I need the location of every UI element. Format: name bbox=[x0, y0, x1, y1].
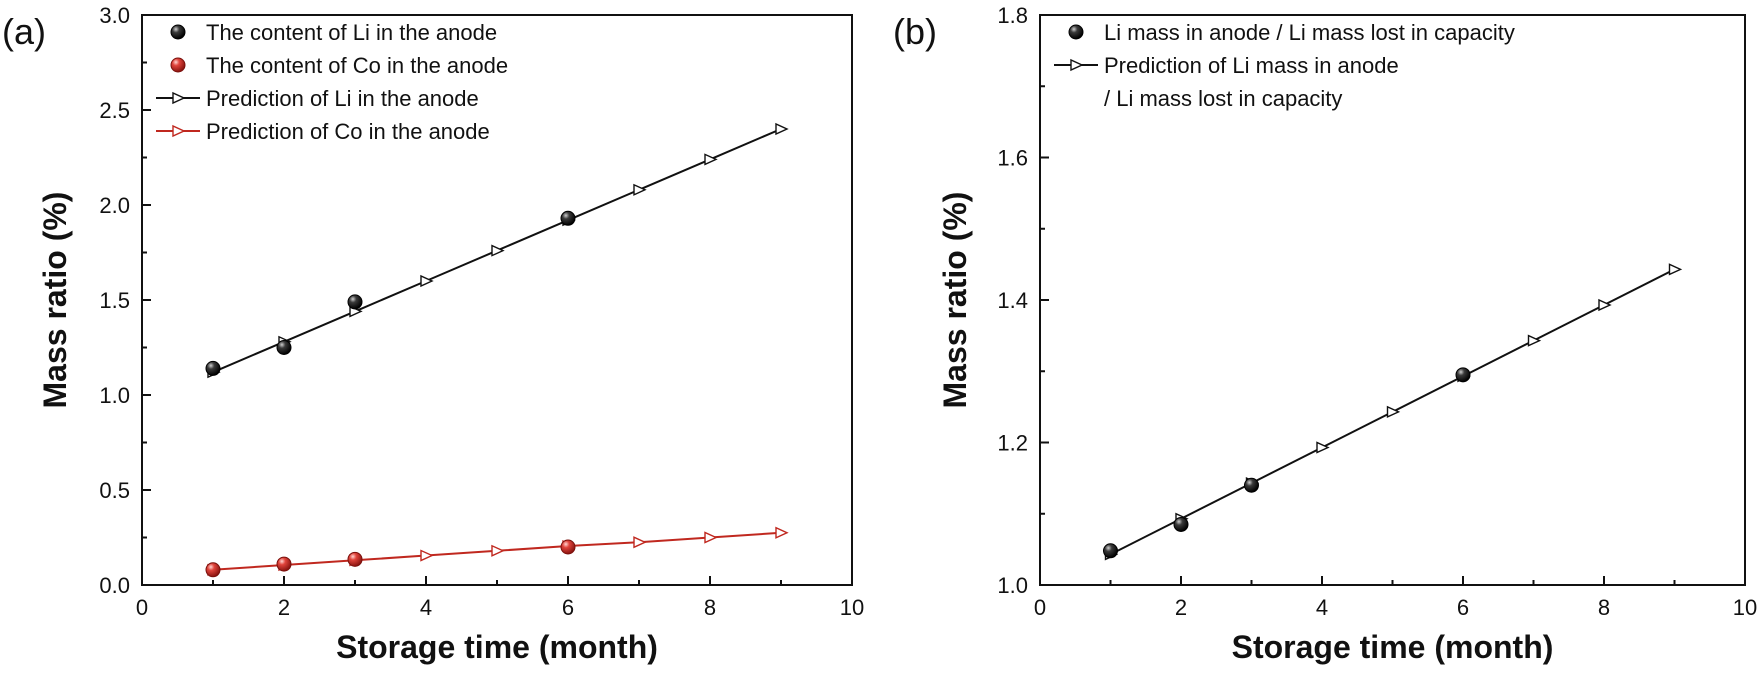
series-line-2 bbox=[207, 122, 789, 379]
line-marker bbox=[775, 526, 789, 539]
y-axis-label: Mass ratio (%) bbox=[37, 192, 73, 409]
data-point bbox=[205, 562, 221, 578]
line-marker bbox=[1316, 441, 1330, 454]
x-tick-label: 6 bbox=[1457, 595, 1469, 620]
legend-marker bbox=[1068, 24, 1084, 40]
data-point bbox=[1173, 516, 1189, 532]
data-point bbox=[1244, 477, 1259, 493]
data-point bbox=[1103, 543, 1118, 559]
line-marker bbox=[420, 274, 434, 288]
y-tick-label: 1.2 bbox=[997, 431, 1028, 456]
y-tick-label: 1.4 bbox=[997, 288, 1028, 313]
x-tick-label: 8 bbox=[704, 595, 716, 620]
legend-marker bbox=[1070, 58, 1084, 72]
series-points-0 bbox=[205, 210, 576, 376]
series-points-1 bbox=[205, 539, 576, 578]
legend: Li mass in anode / Li mass lost in capac… bbox=[1054, 20, 1515, 111]
line-marker bbox=[704, 531, 718, 544]
data-point bbox=[560, 210, 576, 226]
chart-panel-a: 0 2 4 6 8 10 0.0 0.5 1.0 1.5 2.0 2.5 3.0 Storage time… bbox=[2, 3, 864, 665]
y-tick-label: 0.5 bbox=[99, 478, 130, 503]
x-tick-label: 4 bbox=[1316, 595, 1328, 620]
series-points-0 bbox=[1103, 367, 1471, 559]
x-tick-label: 2 bbox=[1175, 595, 1187, 620]
data-point bbox=[347, 294, 363, 310]
x-tick-label: 8 bbox=[1598, 595, 1610, 620]
line-marker bbox=[491, 544, 505, 557]
series-line-1 bbox=[1104, 263, 1683, 561]
legend-entry-label: Prediction of Li in the anode bbox=[206, 86, 479, 111]
x-tick-label: 4 bbox=[420, 595, 432, 620]
y-tick-label: 1.0 bbox=[997, 573, 1028, 598]
panel-label: (a) bbox=[2, 11, 46, 52]
line-marker bbox=[633, 183, 647, 196]
x-tick-label: 10 bbox=[840, 595, 864, 620]
legend: The content of Li in the anode The conten… bbox=[156, 20, 508, 144]
data-point bbox=[276, 556, 292, 572]
x-axis-label: Storage time (month) bbox=[336, 629, 658, 665]
x-axis-label: Storage time (month) bbox=[1232, 629, 1554, 665]
y-tick-label: 1.8 bbox=[997, 3, 1028, 28]
y-tick-label: 2.5 bbox=[99, 98, 130, 123]
x-tick-label: 0 bbox=[1034, 595, 1046, 620]
line-marker bbox=[1668, 263, 1683, 276]
legend-marker bbox=[172, 91, 186, 105]
y-tick-label: 0.0 bbox=[99, 573, 130, 598]
chart-panel-b: 0 2 4 6 8 10 1.0 1.2 1.4 1.6 1.8 Storage time (mont… bbox=[893, 3, 1757, 665]
legend-marker bbox=[172, 124, 186, 138]
y-axis-label: Mass ratio (%) bbox=[937, 192, 973, 409]
x-tick-label: 0 bbox=[136, 595, 148, 620]
line-marker bbox=[704, 153, 718, 166]
legend-entry-label: Prediction of Co in the anode bbox=[206, 119, 490, 144]
legend-entry-label: Li mass in anode / Li mass lost in capac… bbox=[1104, 20, 1515, 45]
data-point bbox=[205, 360, 221, 376]
line-marker bbox=[1386, 405, 1401, 418]
legend-entry-label: / Li mass lost in capacity bbox=[1104, 86, 1342, 111]
line-marker bbox=[491, 244, 505, 257]
y-tick-label: 2.0 bbox=[99, 193, 130, 218]
line-marker bbox=[1598, 298, 1612, 312]
x-tick-label: 6 bbox=[562, 595, 574, 620]
y-tick-label: 3.0 bbox=[99, 3, 130, 28]
legend-entry-label: The content of Co in the anode bbox=[206, 53, 508, 78]
legend-marker bbox=[170, 24, 186, 40]
y-tick-label: 1.0 bbox=[99, 383, 130, 408]
data-point bbox=[1455, 367, 1471, 383]
legend-marker bbox=[170, 57, 186, 73]
line-marker bbox=[633, 536, 647, 549]
data-point bbox=[560, 539, 576, 555]
legend-entry-label: The content of Li in the anode bbox=[206, 20, 497, 45]
line-marker bbox=[420, 549, 434, 562]
panel-label: (b) bbox=[893, 11, 937, 52]
line-marker bbox=[1527, 334, 1542, 347]
data-point bbox=[276, 340, 292, 355]
x-tick-label: 10 bbox=[1733, 595, 1757, 620]
line-marker bbox=[775, 122, 789, 136]
y-tick-label: 1.6 bbox=[997, 146, 1028, 171]
series-line-3 bbox=[207, 526, 789, 576]
legend-entry-label: Prediction of Li mass in anode bbox=[1104, 53, 1399, 78]
y-tick-label: 1.5 bbox=[99, 288, 130, 313]
data-point bbox=[347, 551, 363, 567]
x-tick-label: 2 bbox=[278, 595, 290, 620]
